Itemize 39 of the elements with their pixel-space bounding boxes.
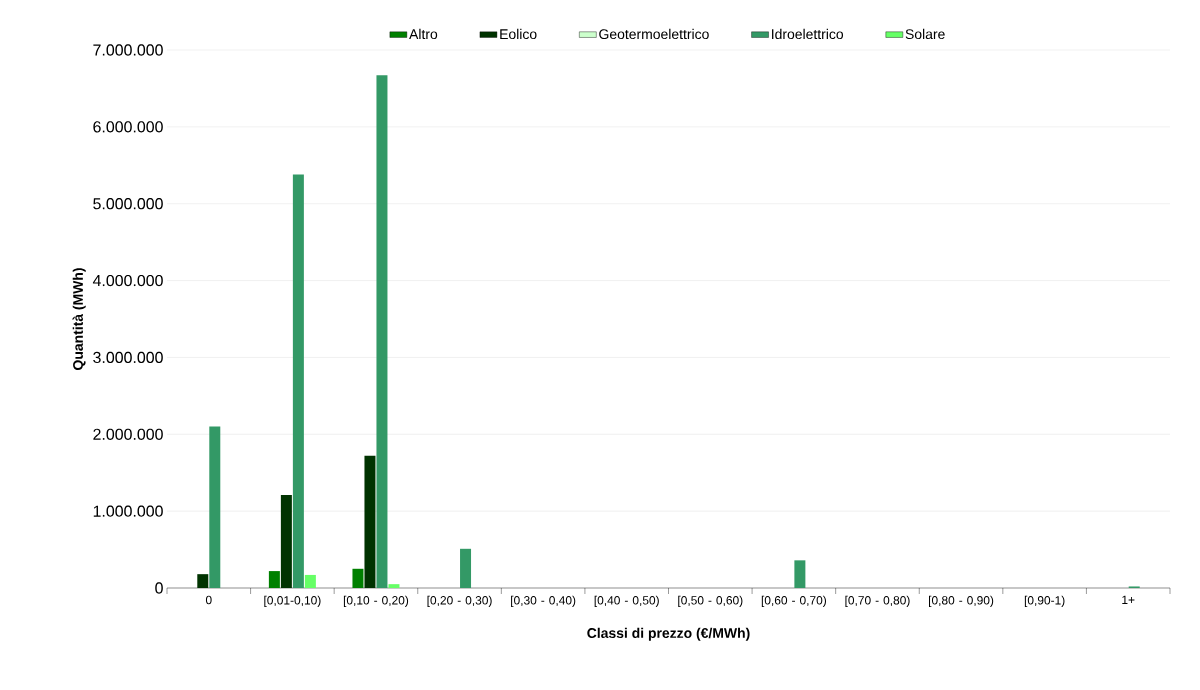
- bar: [292, 174, 304, 588]
- bar: [794, 560, 806, 588]
- legend-label: Solare: [905, 28, 945, 40]
- x-tick-label: 0: [205, 595, 212, 605]
- bar: [280, 495, 292, 588]
- bar: [352, 568, 364, 588]
- x-tick-label: 1+: [1122, 595, 1135, 604]
- bar: [197, 574, 209, 588]
- y-axis-title: Quantità (MWh): [72, 268, 86, 370]
- bar: [304, 574, 316, 588]
- bar: [460, 548, 472, 588]
- bar: [376, 75, 388, 588]
- y-tick-label: 5.000.000: [93, 198, 163, 210]
- x-tick-label: [0,50 - 0,60): [678, 595, 743, 607]
- x-tick-label: [0,40 - 0,50): [594, 595, 659, 607]
- x-tick-label: [0,30 - 0,40): [511, 595, 576, 607]
- y-tick-label: 4.000.000: [92, 274, 163, 287]
- y-tick-label: 0: [155, 582, 163, 594]
- y-tick-label: 1.000.000: [93, 505, 163, 517]
- x-tick-label: [0,70 - 0,80): [845, 595, 910, 607]
- bar: [209, 426, 221, 588]
- bar: [268, 571, 280, 588]
- x-tick-label: [0,01-0,10): [264, 595, 321, 607]
- x-tick-label: [0,20 - 0,30): [427, 595, 492, 607]
- x-tick-label: [0,80 - 0,90): [929, 595, 994, 607]
- y-tick-label: 3.000.000: [93, 351, 163, 364]
- legend-label: Idroelettrico: [772, 28, 844, 40]
- legend-label: Eolico: [500, 28, 537, 40]
- y-tick-label: 7.000.000: [93, 44, 163, 56]
- bar: [364, 455, 376, 588]
- x-tick-label: [0,90-1): [1024, 595, 1065, 607]
- legend-label: Altro: [409, 28, 438, 40]
- x-tick-label: [0,60 - 0,70): [761, 595, 827, 607]
- x-tick-label: [0,10 - 0,20): [343, 595, 409, 607]
- x-axis-title: Classi di prezzo (€/MWh): [587, 627, 750, 641]
- y-tick-label: 2.000.000: [93, 428, 163, 440]
- legend-label: Geotermoelettrico: [599, 28, 709, 40]
- bar: [388, 584, 400, 588]
- y-tick-label: 6.000.000: [93, 121, 163, 133]
